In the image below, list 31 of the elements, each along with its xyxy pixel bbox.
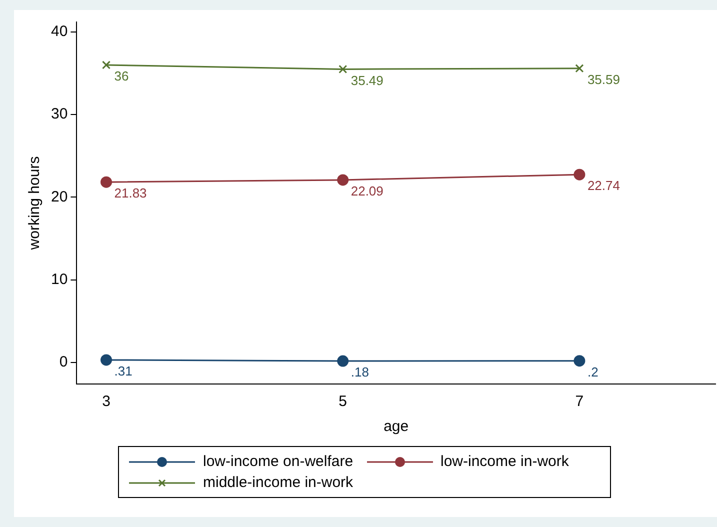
y-tick-label: 30 [50,106,68,123]
legend-label: middle-income in-work [203,474,354,491]
data-label: .18 [350,364,369,380]
point [575,64,584,73]
point [337,174,349,186]
x-tick-label: 3 [102,393,110,410]
y-tick-label: 10 [50,271,68,288]
point [574,355,586,367]
point [102,60,111,70]
data-label: 35.59 [587,72,620,87]
legend-label: low-income on-welfare [203,453,354,470]
x-tick-label: 7 [575,393,584,410]
data-label: .2 [587,364,598,380]
data-label: 22.09 [350,184,384,199]
legend-label: low-income in-work [440,453,569,470]
data-label: 35.49 [350,72,384,88]
data-label: 36 [114,68,129,84]
data-label: .31 [114,364,132,379]
y-tick-label: 20 [50,188,68,206]
x-tick-label: 5 [338,393,348,410]
y-tick-label: 0 [59,354,68,371]
data-label: 22.74 [587,178,620,194]
point [337,355,349,367]
point [338,64,348,74]
y-tick-label: 40 [50,23,68,40]
y-axis-title: working hours [26,156,44,251]
point [100,176,112,188]
data-label: 21.83 [114,186,147,201]
point [100,354,112,366]
point [574,168,586,180]
x-axis-title: age [384,418,409,436]
